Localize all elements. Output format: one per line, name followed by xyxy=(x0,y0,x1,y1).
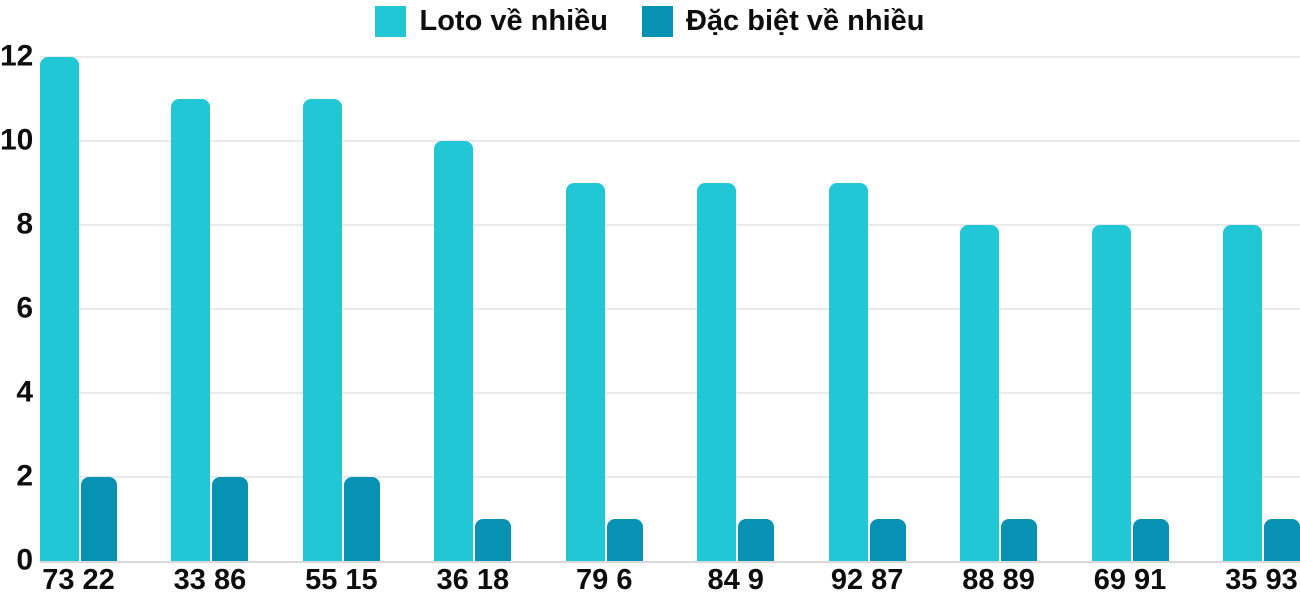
bar-group-55-15 xyxy=(302,57,380,561)
bar-dac-biet-ve-nhieu[interactable] xyxy=(81,477,117,561)
bar-dac-biet-ve-nhieu[interactable] xyxy=(606,519,643,561)
x-tick-label: 79 6 xyxy=(576,564,633,596)
gridline xyxy=(40,392,1300,394)
bar-loto-ve-nhieu[interactable] xyxy=(171,99,211,561)
y-axis-tick-label-0: 0 xyxy=(16,543,33,577)
bar-group-88-89 xyxy=(960,57,1038,561)
bar-loto-ve-nhieu[interactable] xyxy=(1091,225,1131,561)
bar-dac-biet-ve-nhieu[interactable] xyxy=(343,477,380,561)
bar-dac-biet-ve-nhieu[interactable] xyxy=(869,519,906,561)
x-tick-label: 69 91 xyxy=(1093,564,1167,596)
bar-dac-biet-ve-nhieu[interactable] xyxy=(475,519,512,561)
bar-loto-ve-nhieu[interactable] xyxy=(40,57,79,561)
bar-group-84-9 xyxy=(697,57,775,561)
x-tick-label: 73 22 xyxy=(42,564,115,596)
y-axis-tick-label-6: 6 xyxy=(16,291,33,325)
bar-group-79-6 xyxy=(565,57,643,561)
y-axis-tick-label-4: 4 xyxy=(16,375,33,409)
gridline xyxy=(40,308,1300,310)
bar-group-36-18 xyxy=(434,57,512,561)
gridline xyxy=(40,476,1300,478)
bar-dac-biet-ve-nhieu[interactable] xyxy=(1132,519,1169,561)
bar-group-33-86 xyxy=(171,57,249,561)
x-tick-label: 55 15 xyxy=(305,564,378,596)
bar-loto-ve-nhieu[interactable] xyxy=(828,183,868,561)
bar-dac-biet-ve-nhieu[interactable] xyxy=(1263,519,1300,561)
bar-loto-ve-nhieu[interactable] xyxy=(434,141,474,561)
gridline xyxy=(40,140,1300,142)
legend-item-loto[interactable]: Loto về nhiều xyxy=(375,6,608,37)
legend-label-loto: Loto về nhiều xyxy=(419,5,608,37)
bar-loto-ve-nhieu[interactable] xyxy=(302,99,342,561)
bar-group-69-91 xyxy=(1091,57,1169,561)
legend-label-dacbiet: Đặc biệt về nhiều xyxy=(685,5,925,37)
x-tick-label: 33 86 xyxy=(173,564,247,596)
x-tick-label: 88 89 xyxy=(962,564,1035,596)
y-axis-tick-label-12: 12 xyxy=(0,39,34,73)
bar-loto-ve-nhieu[interactable] xyxy=(960,225,1000,561)
bar-dac-biet-ve-nhieu[interactable] xyxy=(738,519,775,561)
bar-group-92-87 xyxy=(828,57,906,561)
gridline xyxy=(40,56,1300,58)
bar-group-73-22 xyxy=(40,57,117,561)
bar-dac-biet-ve-nhieu[interactable] xyxy=(212,477,249,561)
x-tick-label: 35 93 xyxy=(1225,564,1298,596)
legend-swatch-loto-icon xyxy=(375,6,407,37)
bar-group-35-93 xyxy=(1222,57,1300,561)
bar-loto-ve-nhieu[interactable] xyxy=(565,183,605,561)
bar-dac-biet-ve-nhieu[interactable] xyxy=(1001,519,1038,561)
x-tick-label: 92 87 xyxy=(830,564,904,596)
bar-groups xyxy=(40,57,1300,561)
x-axis-labels: 73 22 33 86 55 15 36 18 79 6 84 9 92 87 88 89 69… xyxy=(40,566,1300,595)
legend-swatch-dacbiet-icon xyxy=(641,6,673,37)
y-axis-tick-label-10: 10 xyxy=(0,123,34,157)
legend-item-dacbiet[interactable]: Đặc biệt về nhiều xyxy=(641,5,925,37)
y-axis-tick-label-8: 8 xyxy=(16,207,33,241)
bar-loto-ve-nhieu[interactable] xyxy=(697,183,737,561)
y-axis-tick-label-2: 2 xyxy=(16,459,33,493)
x-tick-label: 84 9 xyxy=(707,564,764,596)
gridline xyxy=(40,224,1300,226)
x-axis-line xyxy=(40,561,1300,563)
chart-legend: Loto về nhiều Đặc biệt về nhiều xyxy=(0,6,1300,37)
bar-loto-ve-nhieu[interactable] xyxy=(1222,225,1262,561)
x-tick-label: 36 18 xyxy=(436,564,510,596)
